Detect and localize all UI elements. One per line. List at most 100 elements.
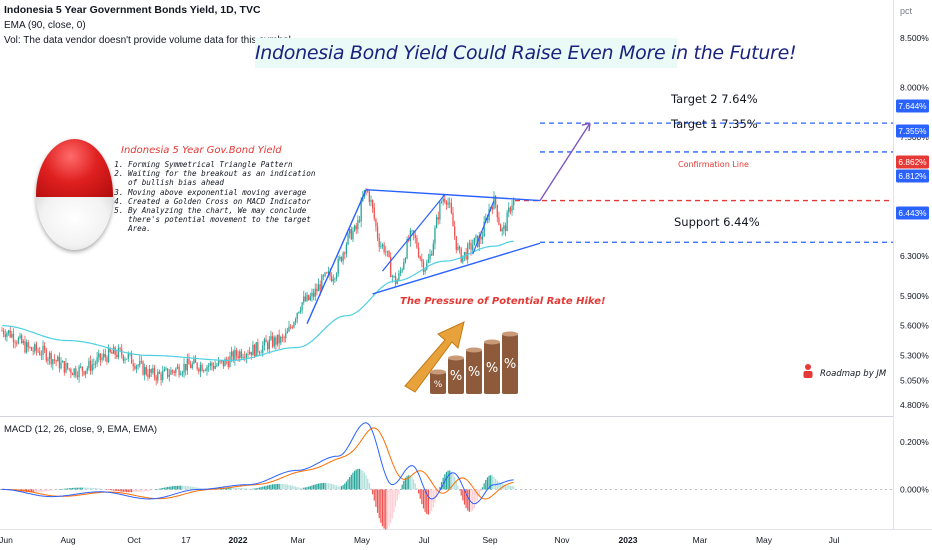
candle: [122, 354, 125, 364]
histogram-bar: [381, 489, 384, 527]
histogram-bar: [121, 489, 123, 492]
candle-body: [114, 347, 116, 356]
candle: [230, 346, 233, 362]
histogram-bar: [363, 472, 366, 490]
candle-body: [273, 337, 275, 347]
candle: [421, 253, 423, 268]
histogram-bar: [406, 475, 408, 490]
candle: [125, 358, 128, 360]
candle-body: [381, 244, 384, 247]
candle: [62, 360, 64, 363]
candle: [40, 350, 43, 361]
histogram-bar: [111, 489, 113, 491]
histogram-bar: [373, 489, 375, 501]
candle-body: [457, 246, 459, 250]
candle-body: [60, 362, 62, 369]
histogram-bar: [30, 489, 33, 493]
candle-body: [201, 364, 203, 372]
candle-body: [478, 236, 480, 247]
candle-body: [152, 368, 154, 373]
coin-stack: %: [430, 369, 446, 394]
histogram-bar: [160, 488, 162, 490]
candle-body: [173, 371, 175, 373]
candle: [91, 359, 93, 375]
histogram-bar: [488, 475, 490, 490]
candle-body: [280, 336, 282, 344]
candle-body: [262, 345, 264, 353]
candle-body: [230, 351, 233, 357]
candle-body: [43, 345, 46, 350]
histogram-bar: [255, 488, 257, 490]
histogram-bar: [267, 485, 269, 490]
candle: [7, 329, 10, 336]
candle-body: [162, 371, 164, 381]
candle: [455, 236, 457, 254]
candle: [273, 335, 275, 349]
candle: [193, 355, 195, 365]
histogram-bar: [244, 488, 246, 490]
candle-body: [175, 368, 177, 373]
histogram-bar: [335, 485, 338, 490]
histogram-bar: [63, 488, 65, 490]
histogram-bar: [152, 489, 154, 491]
histogram-bar: [134, 489, 136, 493]
histogram-bar: [296, 487, 298, 490]
histogram-bar: [149, 489, 151, 491]
histogram-bar: [301, 487, 303, 490]
histogram-bar: [96, 488, 98, 490]
candle: [1, 327, 3, 332]
histogram-bar: [270, 484, 272, 490]
candle: [25, 339, 28, 354]
candle-body: [260, 352, 262, 354]
candle-body: [122, 355, 125, 361]
candle: [422, 259, 425, 276]
histogram-bar: [388, 489, 390, 527]
candle: [116, 350, 118, 359]
candle-body: [66, 363, 69, 369]
histogram-bar: [378, 489, 380, 519]
histogram-bar: [358, 468, 361, 490]
candle-body: [312, 292, 315, 297]
candle: [330, 272, 333, 283]
ema-legend[interactable]: EMA (90, close, 0): [4, 20, 86, 31]
candle-body: [386, 250, 389, 252]
target1-label: Target 1 7.35%: [671, 117, 758, 131]
candle-body: [83, 371, 85, 375]
histogram-bar: [240, 488, 243, 490]
histogram-bar: [48, 489, 51, 491]
candle: [437, 211, 439, 225]
candle-body: [439, 202, 441, 220]
histogram-bar: [504, 484, 507, 490]
candle-body: [70, 369, 72, 374]
macd-tick-label: 0.200%: [900, 437, 929, 447]
histogram-bar: [458, 489, 461, 491]
candle-body: [399, 271, 402, 274]
candle: [504, 222, 507, 237]
candle: [472, 239, 474, 254]
candle: [393, 275, 395, 279]
candle-body: [247, 354, 249, 355]
candle: [288, 320, 290, 333]
candle: [434, 225, 436, 250]
histogram-bar: [80, 487, 82, 490]
candle-body: [316, 288, 318, 292]
histogram-bar: [191, 486, 193, 490]
candle: [96, 351, 98, 367]
candle-body: [450, 202, 453, 213]
candle-body: [263, 339, 266, 346]
candle-body: [222, 360, 225, 367]
candle-body: [55, 360, 57, 362]
histogram-bar: [181, 485, 183, 490]
macd-legend[interactable]: MACD (12, 26, close, 9, EMA, EMA): [4, 424, 158, 435]
histogram-bar: [511, 485, 513, 490]
candle: [475, 234, 477, 243]
candle: [439, 200, 441, 225]
rate-hike-illustration: %%%%%: [404, 321, 518, 394]
histogram-bar: [27, 489, 29, 493]
candle-body: [194, 359, 197, 363]
histogram-bar: [132, 489, 134, 493]
time-tick-label: Sep: [482, 535, 497, 545]
histogram-bar: [250, 488, 252, 490]
candle: [224, 357, 226, 367]
